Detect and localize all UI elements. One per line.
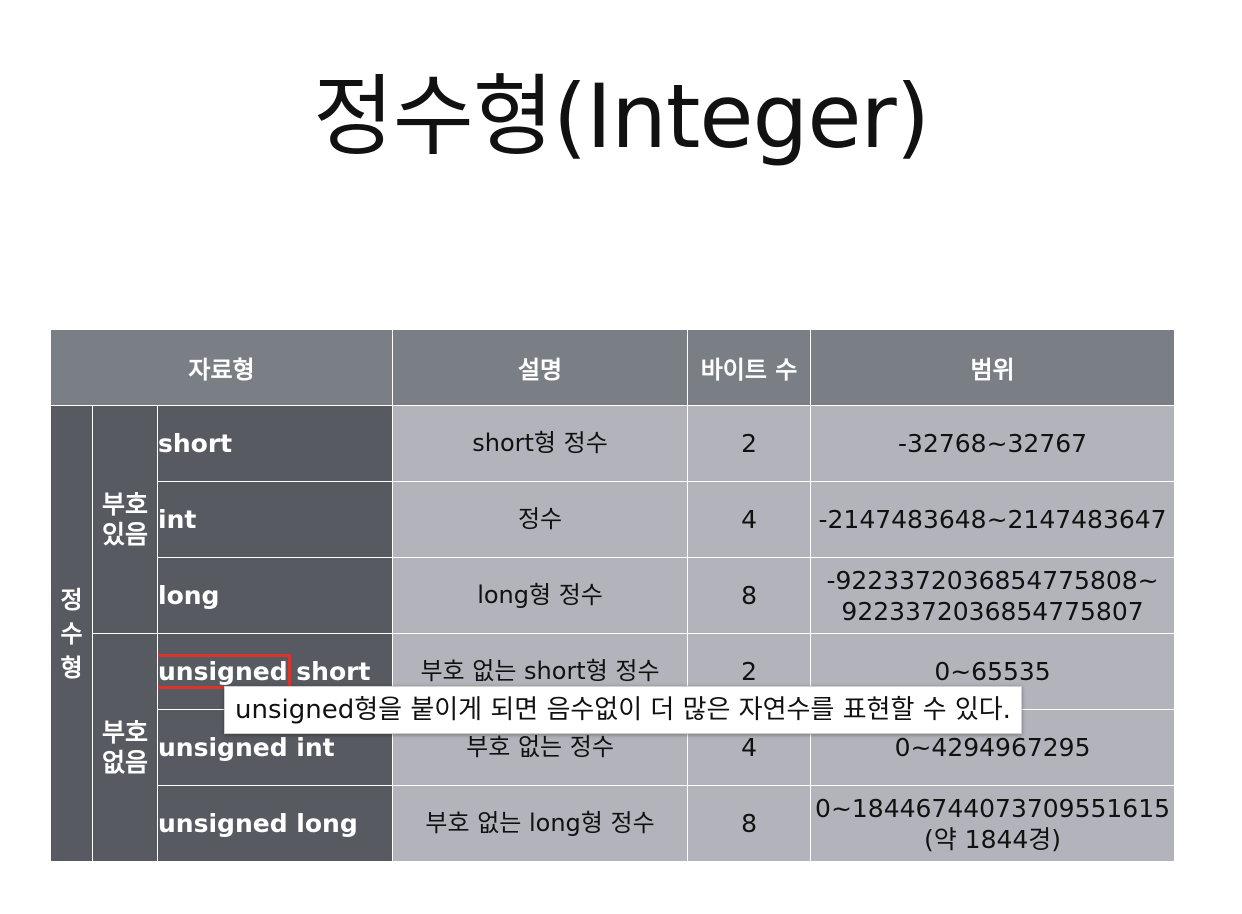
value-range: -32768~32767 [810, 405, 1176, 482]
byte-count: 8 [687, 557, 812, 634]
table-row: long long형 정수 8 -9223372036854775808~ 92… [51, 557, 1176, 634]
table-row: unsigned long 부호 없는 long형 정수 8 0~1844674… [51, 785, 1176, 862]
table-row: 정 수 형 부호 있음 short short형 정수 2 -32768~327… [50, 405, 1176, 862]
header-description: 설명 [392, 329, 689, 406]
type-name: short [156, 405, 394, 482]
header-range: 범위 [810, 329, 1176, 406]
signed-group-label: 부호 있음 [92, 405, 158, 634]
table-header-row: 자료형 설명 바이트 수 범위 [49, 329, 1176, 406]
type-description: 부호 없는 long형 정수 [392, 785, 689, 862]
value-range: 0~18446744073709551615 (약 1844경) [810, 785, 1176, 862]
unsigned-keyword-highlight: unsigned [158, 654, 291, 689]
integer-types-table: 자료형 설명 바이트 수 범위 정 수 형 부호 있음 short short형… [49, 329, 1176, 862]
byte-count: 2 [687, 405, 812, 482]
byte-count: 4 [687, 481, 812, 558]
value-range: -9223372036854775808~ 922337203685477580… [810, 557, 1176, 634]
header-data-type: 자료형 [49, 329, 394, 406]
byte-count: 8 [687, 785, 812, 862]
type-description: 정수 [392, 481, 689, 558]
type-name: long [156, 557, 394, 634]
table-row: int 정수 4 -2147483648~2147483647 [51, 481, 1176, 558]
type-name: int [156, 481, 394, 558]
unsigned-callout: unsigned형을 붙이게 되면 음수없이 더 많은 자연수를 표현할 수 있… [224, 686, 1022, 734]
slide-title: 정수형(Integer) [312, 65, 930, 168]
header-bytes: 바이트 수 [687, 329, 812, 406]
type-description: long형 정수 [392, 557, 689, 634]
type-name: unsigned long [156, 785, 394, 862]
integer-group-label: 정 수 형 [50, 405, 93, 862]
type-description: short형 정수 [392, 405, 689, 482]
value-range: -2147483648~2147483647 [810, 481, 1176, 558]
unsigned-group-label: 부호 없음 [92, 633, 158, 862]
